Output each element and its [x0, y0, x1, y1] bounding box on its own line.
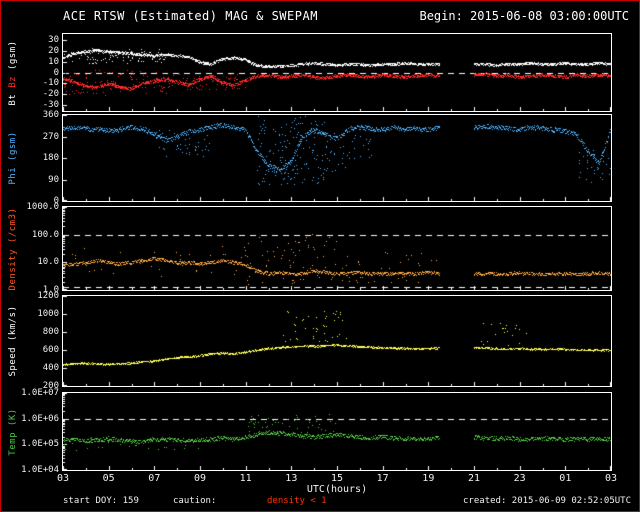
y-tick-label: 360	[42, 110, 59, 120]
panel-bt-bz-canvas	[63, 34, 611, 111]
y-tick-label: -10	[42, 78, 59, 89]
panel-temp	[62, 392, 612, 471]
y-axis-label-part: Density	[8, 248, 18, 290]
y-tick-label: 600	[42, 345, 59, 355]
y-tick-label: 0	[53, 67, 59, 78]
x-tick-label: 15	[330, 473, 344, 484]
panel-bt-bz	[62, 33, 612, 112]
y-tick-label: 100.0	[31, 229, 59, 240]
y-tick-label: 800	[42, 327, 59, 337]
y-tick-label: -20	[42, 88, 59, 99]
x-tick-label: 05	[102, 473, 115, 484]
y-tick-label: 10.0	[37, 257, 59, 268]
y-tick-label: -30	[42, 99, 59, 110]
y-tick-label: 1200	[37, 291, 59, 301]
x-tick-label: 07	[148, 473, 161, 484]
panel-phi-canvas	[63, 115, 611, 201]
x-axis-label: UTC(hours)	[306, 484, 368, 495]
panel-density	[62, 206, 612, 291]
x-tick-label: 19	[422, 473, 435, 484]
panel-density-canvas	[63, 207, 611, 290]
y-tick-label: 0	[53, 196, 59, 206]
x-tick-label: 03	[56, 473, 70, 484]
y-tick-label: 1000	[37, 309, 59, 319]
footer-caution-value: density < 1	[267, 496, 327, 506]
panel-temp-canvas	[63, 393, 611, 470]
y-tick-label: 1000.0	[26, 202, 59, 212]
y-axis-label-density: Density (/cm3)	[8, 207, 18, 290]
y-tick-label: 1.0E+05	[21, 439, 59, 450]
y-tick-label: 270	[42, 131, 59, 142]
footer-caution-label: caution:	[173, 496, 217, 506]
y-tick-label: 90	[48, 174, 59, 185]
panel-speed-canvas	[63, 296, 611, 386]
y-tick-label: 30	[48, 35, 59, 46]
y-tick-label: 1.0	[42, 285, 59, 295]
y-tick-label: 200	[42, 381, 59, 391]
y-tick-label: 180	[42, 153, 59, 163]
panel-speed	[62, 295, 612, 387]
y-tick-label: 20	[48, 46, 59, 57]
x-tick-label: 21	[467, 473, 481, 484]
y-tick-label: 400	[42, 363, 59, 373]
x-tick-label: 11	[239, 473, 252, 484]
panel-phi	[62, 114, 612, 202]
footer-start-doy: start DOY: 159	[63, 496, 139, 506]
x-tick-label: 01	[559, 473, 572, 484]
x-tick-label: 03	[604, 473, 618, 484]
x-tick-label: 09	[193, 473, 207, 484]
footer-created: created: 2015-06-09 02:52:05UTC	[463, 496, 631, 506]
x-tick-label: 17	[376, 473, 389, 484]
y-tick-label: 1.0E+07	[21, 388, 59, 398]
y-tick-label: 10	[48, 56, 59, 67]
begin-timestamp: Begin: 2015-06-08 03:00:00UTC	[419, 9, 629, 23]
x-tick-label: 23	[513, 473, 526, 484]
y-tick-label: 1.0E+06	[21, 413, 59, 424]
x-tick-label: 13	[285, 473, 298, 484]
y-tick-label: 1.0E+04	[21, 465, 59, 475]
plot-title: ACE RTSW (Estimated) MAG & SWEPAM	[63, 9, 318, 23]
